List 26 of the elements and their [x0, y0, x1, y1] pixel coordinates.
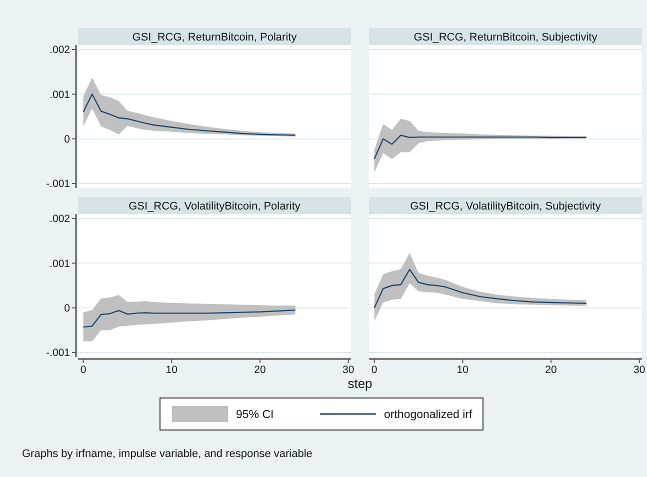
line-series	[82, 309, 296, 328]
y-tick-label: .002	[50, 44, 70, 56]
x-tick-label: 30	[634, 364, 646, 376]
chart-title: GSI_RCG, VolatilityBitcoin, Subjectivity	[410, 200, 602, 212]
x-tick-label: 30	[342, 364, 354, 376]
y-tick-label: -.001	[46, 178, 70, 190]
y-tick-label: 0	[64, 302, 70, 315]
x-tick-label: 0	[371, 364, 378, 376]
x-tick-label: 0	[80, 364, 86, 376]
y-tick-label: -.001	[46, 347, 70, 360]
y-tick-label: 0	[64, 134, 70, 146]
legend-label: orthogonalized irf	[384, 409, 474, 422]
x-tick-label: 10	[456, 364, 469, 376]
x-axis-title: step	[348, 376, 372, 391]
x-tick-label: 10	[166, 364, 178, 376]
chart-title: GSI_RCG, ReturnBitcoin, Polarity	[132, 32, 298, 44]
y-tick-label: .001	[50, 258, 70, 270]
x-tick-label: 20	[545, 364, 557, 376]
chart-title: GSI_RCG, VolatilityBitcoin, Polarity	[128, 200, 301, 212]
y-tick-label: .001	[50, 88, 70, 101]
line-series	[82, 94, 296, 136]
text: Graphs by irfname, impulse variable, and response variable	[22, 448, 312, 460]
x-tick-label: 20	[254, 364, 266, 376]
y-tick-label: .002	[50, 213, 70, 226]
text: 95% CI	[236, 409, 274, 422]
chart-title: GSI_RCG, ReturnBitcoin, Subjectivity	[414, 32, 598, 44]
